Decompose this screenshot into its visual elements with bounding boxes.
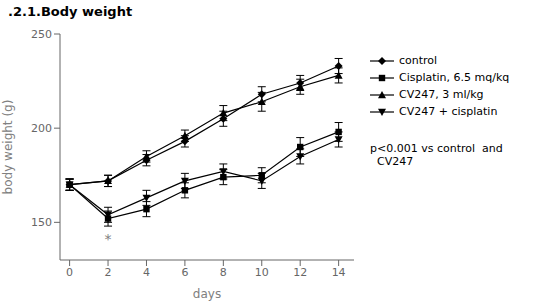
svg-text:8: 8 [220, 266, 227, 279]
svg-text:150: 150 [31, 216, 52, 229]
svg-text:body weight (g): body weight (g) [8, 100, 15, 195]
svg-text:6: 6 [181, 266, 188, 279]
html-text:p<0.001 vs control and CV247: p<0.001 vs control and CV247 [370, 142, 503, 168]
html-text:Cisplatin, 6.5 mq/kq: Cisplatin, 6.5 mq/kq [399, 71, 510, 84]
svg-text:10: 10 [255, 266, 269, 279]
svg-text:*: * [105, 231, 112, 247]
html-text:.2.1.Body weight: .2.1.Body weight [8, 4, 133, 19]
svg-text:200: 200 [31, 122, 52, 135]
html-text:CV247 + cisplatin: CV247 + cisplatin [399, 105, 498, 118]
svg-text:250: 250 [31, 28, 52, 41]
svg-text:12: 12 [293, 266, 307, 279]
svg-text:4: 4 [143, 266, 150, 279]
html-text:CV247, 3 ml/kg: CV247, 3 ml/kg [399, 88, 484, 101]
svg-text:2: 2 [105, 266, 112, 279]
svg-text:14: 14 [332, 266, 346, 279]
svg-text:0: 0 [66, 266, 73, 279]
html-text:control: control [399, 54, 438, 67]
svg-text:days: days [193, 287, 221, 301]
